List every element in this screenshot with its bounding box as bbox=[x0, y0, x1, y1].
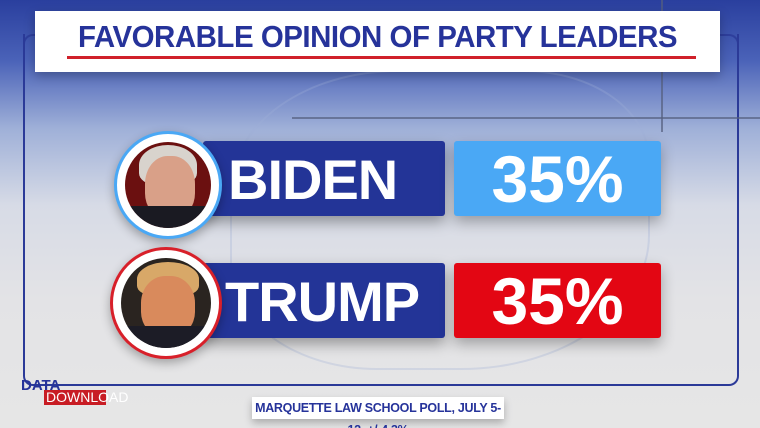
brand-logo-download: DOWNLOAD bbox=[44, 389, 129, 405]
candidate-name: TRUMP bbox=[225, 270, 420, 333]
name-bar-biden: BIDEN bbox=[203, 141, 445, 216]
decorative-frame bbox=[23, 34, 739, 386]
name-bar-trump: TRUMP bbox=[203, 263, 445, 338]
candidate-name: BIDEN bbox=[228, 148, 398, 211]
value-bar-biden: 35% bbox=[454, 141, 661, 216]
decorative-line-horizontal bbox=[292, 117, 760, 119]
source-caption: MARQUETTE LAW SCHOOL POLL, JULY 5-12, +/… bbox=[252, 397, 504, 428]
candidate-value: 35% bbox=[491, 142, 624, 216]
chart-title: FAVORABLE OPINION OF PARTY LEADERS bbox=[77, 19, 678, 54]
brand-logo-data: DATA_ bbox=[21, 377, 69, 394]
trump-avatar bbox=[110, 247, 222, 359]
candidate-value: 35% bbox=[491, 264, 624, 338]
trump-photo bbox=[121, 258, 211, 348]
biden-photo bbox=[125, 142, 211, 228]
biden-avatar bbox=[114, 131, 222, 239]
title-underline bbox=[67, 56, 696, 59]
value-bar-trump: 35% bbox=[454, 263, 661, 338]
title-banner: FAVORABLE OPINION OF PARTY LEADERS bbox=[35, 11, 720, 72]
